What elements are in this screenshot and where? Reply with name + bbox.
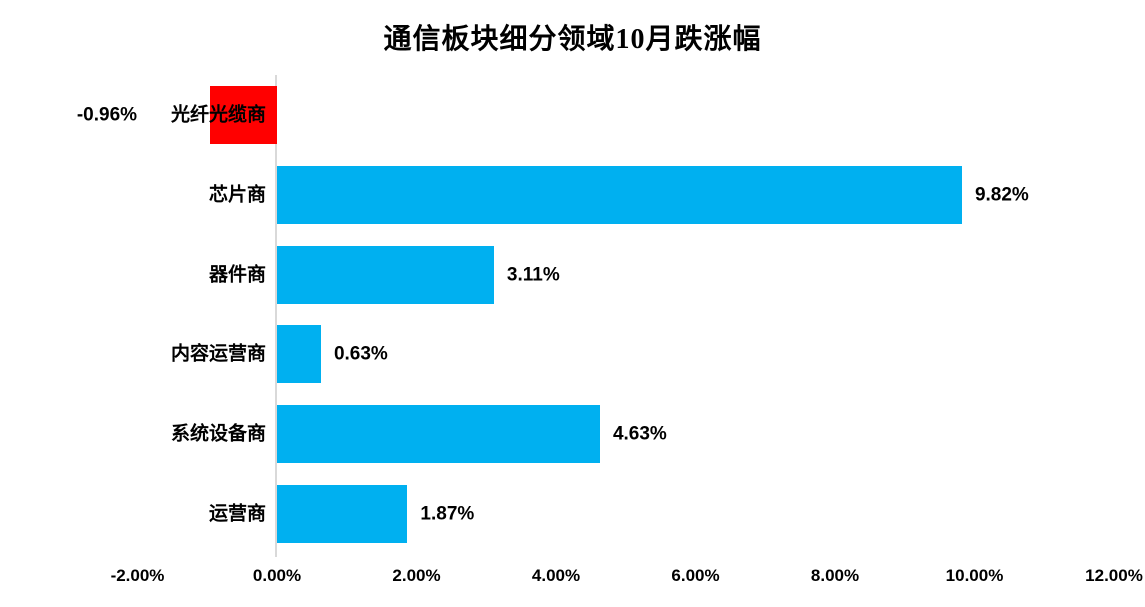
bar-value-label: 1.87% xyxy=(420,503,475,525)
x-axis-tick-label: 0.00% xyxy=(252,566,302,585)
x-axis-tick-label: 10.00% xyxy=(945,566,1004,585)
x-axis-tick-label: -2.00% xyxy=(110,566,165,585)
x-axis-tick-label: 4.00% xyxy=(531,566,581,585)
category-label: 内容运营商 xyxy=(170,343,266,365)
chart-bar xyxy=(277,165,962,224)
bar-value-label: 0.63% xyxy=(333,343,388,365)
x-axis-tick-label: 6.00% xyxy=(671,566,720,585)
bar-value-label: -0.96% xyxy=(76,104,138,126)
chart-bar xyxy=(210,85,277,144)
x-axis-tick-label: 8.00% xyxy=(810,566,860,585)
category-label: 运营商 xyxy=(208,503,266,525)
bar-value-label: 4.63% xyxy=(612,423,667,445)
category-label: 芯片商 xyxy=(208,184,266,206)
category-label: 器件商 xyxy=(208,264,266,285)
bar-value-label: 3.11% xyxy=(506,264,560,285)
chart-bar xyxy=(277,484,408,543)
bar-value-label: 9.82% xyxy=(974,184,1029,206)
x-axis-tick-label: 12.00% xyxy=(1085,566,1143,585)
x-axis-tick-label: 2.00% xyxy=(392,566,441,585)
category-label: 光纤光缆商 xyxy=(170,104,266,126)
chart-bar xyxy=(277,405,600,464)
chart-title: 通信板块细分领域10月跌涨幅 xyxy=(383,24,762,55)
chart-bar xyxy=(277,245,494,304)
y-axis-line xyxy=(275,75,277,557)
chart-bar xyxy=(277,325,321,384)
category-label: 系统设备商 xyxy=(170,423,266,445)
